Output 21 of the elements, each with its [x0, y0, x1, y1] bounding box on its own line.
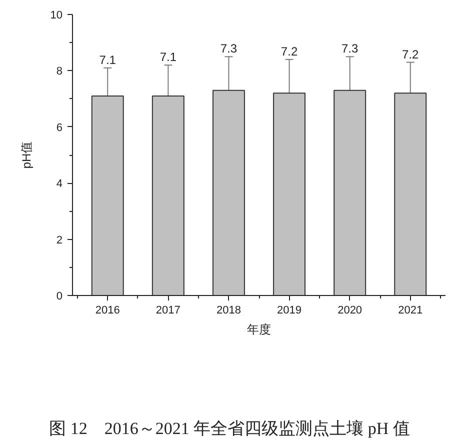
y-axis-title: pH值	[19, 141, 34, 169]
data-label: 7.2	[402, 47, 420, 62]
x-tick-label: 2017	[156, 304, 180, 316]
data-label: 7.1	[99, 52, 116, 67]
x-tick-label: 2020	[338, 304, 362, 316]
data-label: 7.3	[220, 42, 238, 56]
y-tick-label: 8	[56, 66, 63, 78]
x-tick-label: 2021	[398, 304, 423, 316]
x-tick-label: 2018	[216, 304, 241, 316]
y-tick-label: 0	[56, 290, 63, 302]
data-label: 7.2	[280, 44, 298, 58]
y-tick-label: 4	[56, 178, 63, 190]
x-tick-label: 2016	[95, 304, 120, 316]
caption: 图 12 2016～2021 年全省四级监测点土壤 pH 值	[49, 419, 410, 439]
y-tick-label: 10	[50, 10, 63, 22]
data-label: 7.1	[160, 50, 177, 64]
x-tick-label: 2019	[277, 304, 302, 316]
x-axis-title: 年度	[247, 322, 271, 336]
y-tick-label: 6	[56, 122, 63, 134]
data-label: 7.3	[341, 42, 358, 56]
y-tick-label: 2	[56, 234, 63, 246]
